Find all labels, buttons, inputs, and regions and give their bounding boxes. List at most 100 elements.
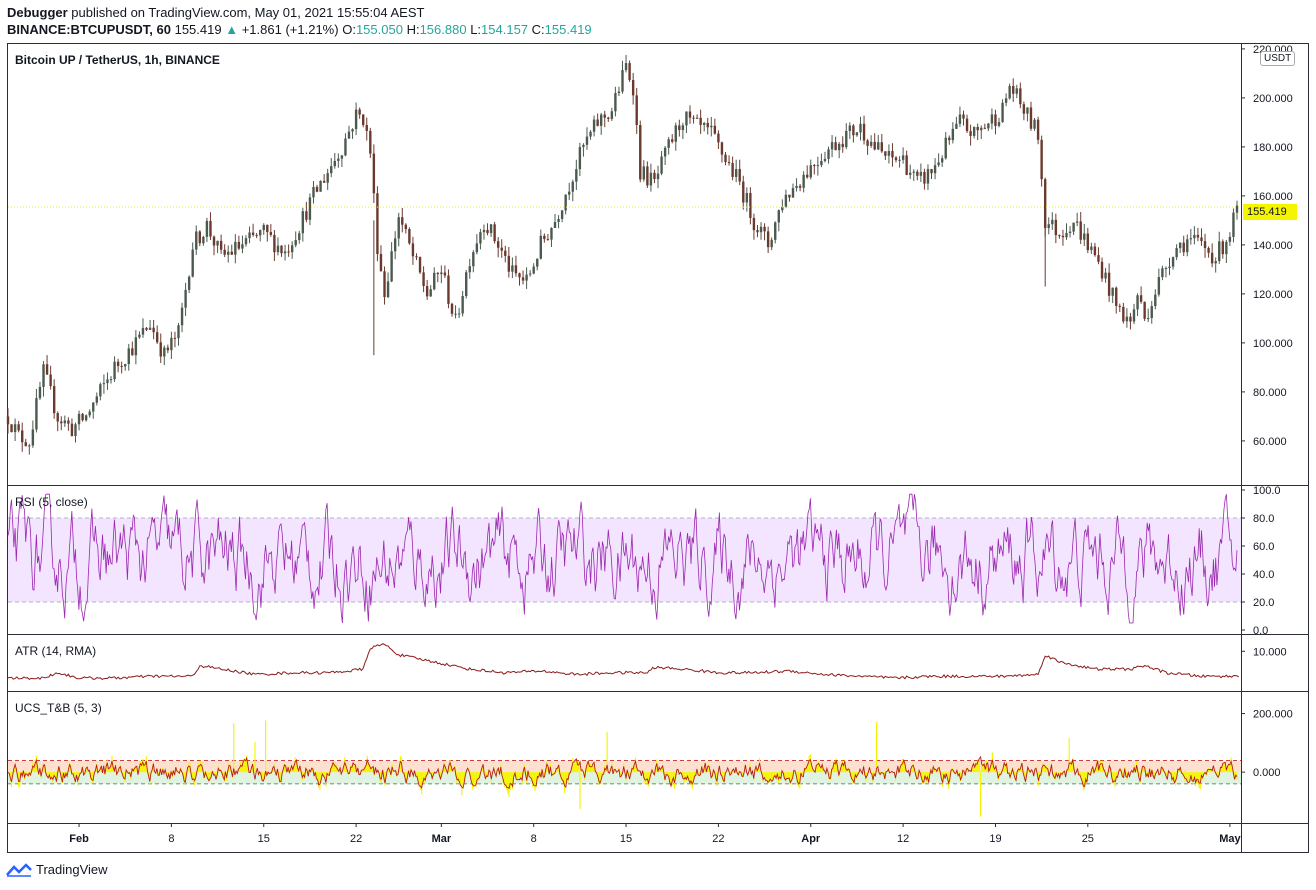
candle-body: [1058, 235, 1061, 237]
candle-body: [948, 137, 951, 141]
candle-body: [1154, 294, 1157, 307]
candle-body: [21, 430, 24, 443]
low-label: L:: [470, 22, 482, 37]
candle-body: [457, 313, 461, 315]
candle-body: [603, 114, 606, 118]
candle-body: [102, 383, 106, 385]
candle-body: [418, 257, 422, 273]
candle-body: [262, 224, 265, 231]
candle-body: [553, 222, 557, 228]
candle-body: [1210, 252, 1214, 264]
candle-body: [1182, 242, 1185, 253]
candle-body: [486, 229, 489, 234]
candle-body: [1115, 287, 1118, 306]
candle-body: [10, 424, 13, 433]
candle-body: [699, 117, 702, 125]
candle-body: [1012, 85, 1015, 94]
candle-body: [653, 172, 656, 180]
candle-body: [468, 266, 471, 273]
candle-body: [1157, 277, 1161, 295]
candle-body: [1104, 272, 1107, 279]
candle-body: [429, 289, 432, 297]
candle-body: [1111, 287, 1114, 296]
candle-body: [440, 272, 443, 275]
candle-body: [848, 125, 852, 131]
candle-body: [1068, 231, 1072, 233]
candle-body: [358, 109, 361, 115]
candle-body: [798, 185, 802, 188]
candle-body: [536, 258, 539, 267]
candle-body: [163, 347, 166, 357]
candle-body: [564, 194, 567, 211]
candle-body: [127, 348, 130, 365]
candle-body: [198, 231, 202, 244]
candle-body: [560, 210, 564, 219]
candle-body: [17, 424, 20, 431]
candle-body: [1186, 239, 1189, 253]
candle-body: [234, 241, 237, 255]
candle-body: [749, 192, 752, 218]
candle-body: [138, 334, 141, 338]
candle-body: [287, 251, 290, 253]
rsi-axis-label: 100.0: [1253, 485, 1281, 497]
candle-body: [116, 361, 120, 366]
candle-body: [134, 337, 138, 356]
candle-body: [862, 123, 866, 141]
candle-body: [159, 342, 162, 357]
candle-body: [667, 139, 670, 148]
candle-body: [305, 211, 308, 220]
candle-body: [727, 162, 731, 164]
candle-body: [820, 161, 823, 166]
candle-body: [1043, 179, 1047, 229]
currency-badge[interactable]: USDT: [1260, 51, 1296, 66]
candle-body: [489, 224, 493, 234]
candle-body: [141, 327, 145, 335]
candle-body: [987, 123, 990, 129]
time-axis-label: Mar: [432, 833, 452, 845]
candle-body: [681, 125, 685, 131]
candle-body: [624, 63, 628, 71]
candle-body: [227, 251, 230, 255]
candle-body: [372, 153, 376, 194]
candle-body: [841, 143, 844, 148]
candle-body: [845, 130, 848, 148]
candle-body: [6, 416, 10, 425]
candle-body: [35, 398, 38, 430]
candle-body: [276, 245, 280, 253]
candle-body: [49, 374, 52, 387]
candle-body: [806, 174, 809, 178]
candle-body: [1022, 104, 1026, 114]
close-label: C:: [531, 22, 545, 37]
low-value: 154.157: [481, 22, 529, 37]
candle-body: [646, 166, 649, 186]
tradingview-footer[interactable]: TradingView: [6, 862, 108, 877]
candle-body: [1196, 234, 1200, 238]
candle-body: [511, 265, 514, 272]
candle-body: [482, 229, 486, 233]
candle-body: [209, 220, 212, 237]
candle-body: [887, 151, 891, 156]
candle-body: [52, 386, 56, 414]
candle-body: [131, 348, 134, 356]
candle-body: [326, 173, 329, 183]
candle-body: [795, 185, 798, 189]
candle-body: [1129, 316, 1132, 322]
candle-body: [738, 169, 741, 182]
candle-body: [81, 413, 84, 421]
candle-body: [663, 147, 667, 157]
candle-body: [788, 194, 791, 198]
candle-body: [475, 243, 479, 253]
candle-body: [958, 114, 962, 124]
price-axis-label: 120.000: [1253, 289, 1293, 301]
chart-frame[interactable]: [7, 43, 1309, 853]
candle-body: [1136, 295, 1139, 310]
rsi-axis-label: 40.0: [1253, 569, 1274, 581]
candle-body: [248, 232, 251, 239]
candle-body: [1132, 309, 1136, 322]
candle-body: [894, 157, 898, 161]
candle-body: [433, 272, 436, 290]
time-axis-label: 22: [712, 833, 724, 845]
candle-body: [546, 239, 550, 241]
candle-body: [617, 91, 621, 94]
